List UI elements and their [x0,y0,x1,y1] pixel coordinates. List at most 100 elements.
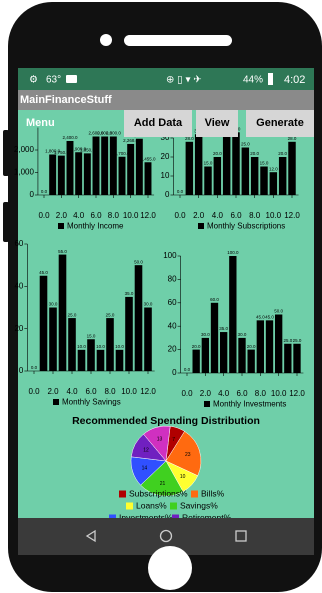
value-label: 20.0 [247,344,256,349]
x-tick-label: 4.0 [218,389,230,398]
bar [125,296,133,371]
x-tick-label: 8.0 [108,211,120,220]
generate-button[interactable] [246,110,314,137]
value-label: 20.0 [192,344,201,349]
y-tick-label: 0 [19,366,24,375]
button-label[interactable]: Generate [256,117,304,129]
pie-slice [165,430,202,477]
value-label: 0.0 [31,365,38,370]
x-tick-label: 6.0 [236,389,248,398]
battery-icon [268,73,273,85]
bar [109,136,117,195]
view-button[interactable] [196,110,238,137]
y-tick-label: 40 [14,281,23,290]
bar [278,157,287,195]
bar [101,136,109,195]
home-button[interactable] [159,529,173,543]
bar [58,254,67,371]
y-tick-label: 1,000 [14,168,35,177]
bar [134,265,143,371]
value-label: 100.0 [227,250,239,255]
value-label: 50.0 [134,259,143,264]
x-tick-label: 0.0 [38,211,50,220]
button-label[interactable]: Add Data [134,117,183,129]
x-tick-label: 10.0 [123,211,139,220]
x-tick-label: 2.0 [47,387,59,396]
legend-label: Monthly Savings [62,398,121,407]
value-label: 25.0 [241,142,250,147]
bar [66,141,74,195]
y-tick-label: 20 [14,324,23,333]
value-label: 60.0 [210,297,219,302]
bar [232,132,240,195]
value-label: 15.0 [204,161,213,166]
value-label: 2,600.0 [97,131,113,136]
legend-label: Savings% [180,500,218,510]
slice-label: 13 [157,437,163,443]
menu-button[interactable]: Menu [26,117,55,129]
legend-swatch [170,502,177,510]
bar [92,136,100,195]
y-tick-label: 20 [161,152,170,161]
bar [256,320,264,373]
bar [192,349,200,373]
bar [96,349,105,371]
bar [288,141,296,195]
value-label: 35.0 [219,326,228,331]
value-label: 10.0 [77,344,86,349]
value-label: 10.0 [115,344,124,349]
value-label: 1,455.0 [140,156,156,161]
value-label: 45.0 [265,315,274,320]
temperature: 63° [46,75,61,86]
x-tick-label: 2.0 [200,389,212,398]
side-button [3,130,9,176]
bar [118,156,126,195]
battery: 44% [243,75,263,86]
x-tick-label: 6.0 [85,387,97,396]
x-tick-label: 6.0 [90,211,102,220]
bar [68,318,76,371]
bar [115,349,124,371]
x-tick-label: 12.0 [140,211,156,220]
legend-label: Bills% [201,488,225,498]
legend-swatch [198,223,204,229]
slice-label: 12 [143,447,149,453]
bar [106,318,114,371]
x-tick-label: 10.0 [266,211,282,220]
button-label[interactable]: View [205,117,230,129]
back-button[interactable] [85,529,96,543]
x-tick-label: 12.0 [284,211,300,220]
y-tick-label: 0 [172,368,177,377]
legend-swatch [58,223,64,229]
y-tick-label: 10 [161,171,170,180]
bar [135,138,143,195]
chart-title: Recommended Spending Distribution [72,415,260,427]
value-label: 20.0 [213,151,222,156]
value-label: 30.0 [238,332,247,337]
recents-button[interactable] [235,530,247,542]
value-label: 28.0 [288,136,297,141]
legend-label: Loans% [136,500,167,510]
legend-swatch [126,502,133,510]
x-tick-label: 12.0 [289,389,305,398]
bar [241,147,250,195]
bar [220,332,228,373]
bar [222,128,231,195]
bar [284,343,292,373]
value-label: 0.0 [184,367,191,372]
value-label: 25.0 [106,312,115,317]
slice-label: 7 [172,437,175,443]
x-tick-label: 10.0 [271,389,287,398]
value-label: 20.0 [278,151,287,156]
y-tick-label: 60 [168,298,177,307]
x-tick-label: 8.0 [255,389,267,398]
value-label: 30.0 [201,332,210,337]
add-data-button[interactable] [124,110,192,137]
value-label: 1,850.0 [80,148,96,153]
value-label: 2,400.0 [62,135,78,140]
status-bar [18,68,314,90]
value-label: 1,800.0 [45,149,61,154]
value-label: 1,750.0 [54,150,70,155]
